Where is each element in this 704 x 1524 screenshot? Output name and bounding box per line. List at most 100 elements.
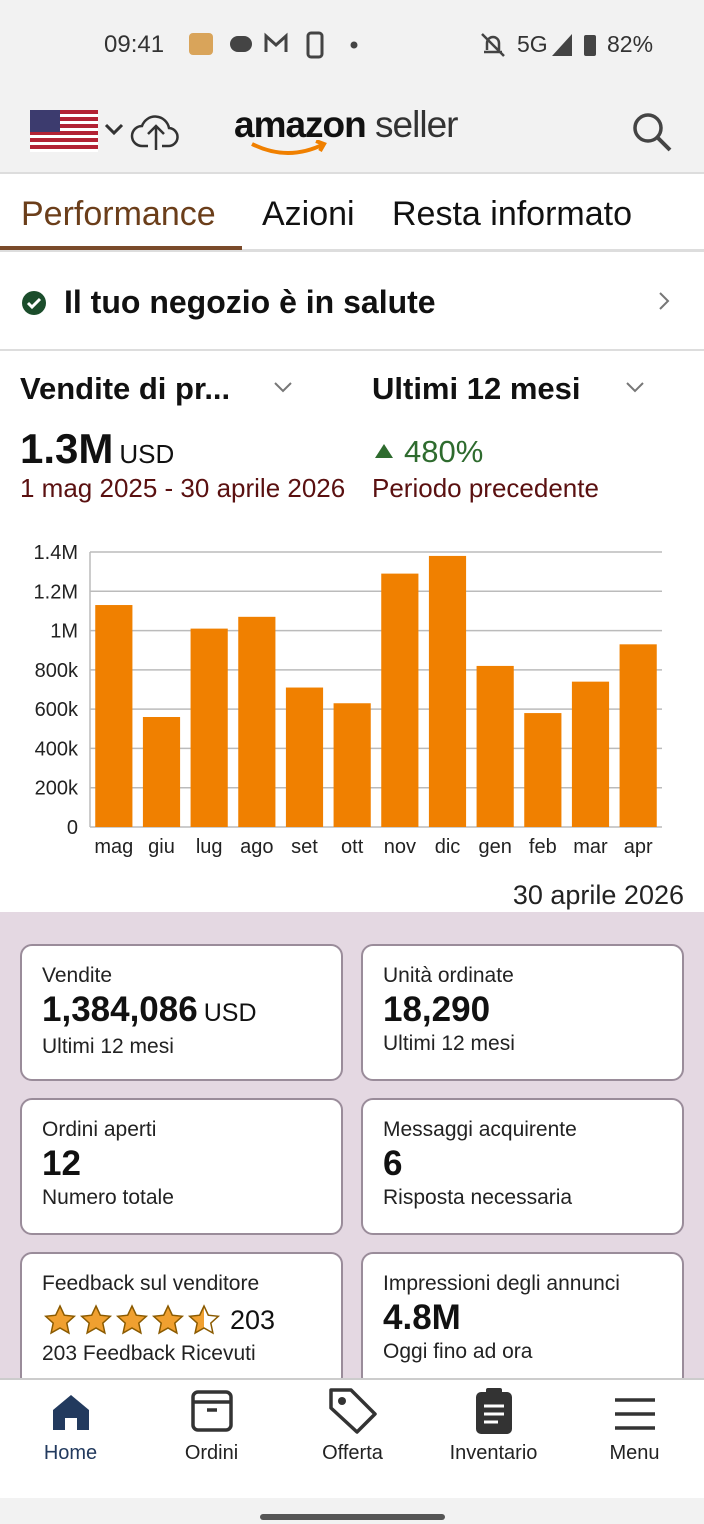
card-value: 6: [383, 1144, 403, 1183]
total-value: 1.3M USD: [20, 425, 174, 473]
logo-smile: [251, 140, 327, 155]
gesture-bar: [260, 1514, 445, 1520]
y-tick-label: 1.2M: [34, 581, 78, 603]
inventory-icon: [475, 1388, 512, 1434]
card-value-row: 18,290: [383, 990, 662, 1030]
cards-area: Vendite 1,384,086 USD Ultimi 12 mesi Unità o…: [0, 912, 704, 1389]
tab-bar: [0, 174, 704, 252]
notification-icons: [189, 31, 358, 59]
star-outline: [79, 1303, 113, 1335]
x-tick-label: ago: [240, 836, 273, 858]
date-range: 1 mag 2025 - 30 aprile 2026: [20, 473, 346, 503]
card-title: Vendite: [42, 964, 113, 987]
period-dropdown[interactable]: Ultimi 12 mesi: [372, 371, 581, 406]
x-tick-label: mar: [573, 836, 608, 858]
tab[interactable]: Resta informato: [392, 195, 632, 233]
bar: [428, 555, 467, 827]
star-fill: [189, 1305, 204, 1333]
x-tick-label: feb: [529, 836, 557, 858]
card-value: 12: [42, 1144, 81, 1183]
tab[interactable]: Azioni: [262, 195, 355, 233]
star: [43, 1303, 77, 1335]
nav-label: Inventario: [449, 1442, 538, 1464]
tag-icon: [328, 1388, 377, 1434]
card-value-row: 12: [42, 1144, 321, 1184]
network: 5G: [517, 31, 548, 57]
card-title: Unità ordinate: [383, 964, 514, 987]
value: 1.3M: [20, 425, 114, 472]
nav-label: Ordini: [184, 1442, 239, 1464]
nav-orders[interactable]: Ordini: [141, 1378, 282, 1498]
up-arrow: [375, 444, 393, 458]
bar: [238, 616, 276, 827]
gesture-area: [0, 1498, 704, 1524]
nav-label: Home: [43, 1442, 98, 1464]
menu-icon: [614, 1398, 655, 1430]
star: [79, 1303, 113, 1335]
star: [187, 1303, 221, 1335]
card-subtitle: Oggi fino ad ora: [383, 1340, 533, 1363]
home-icon: [52, 1395, 89, 1430]
orders-icon: [190, 1390, 233, 1432]
star-outline: [151, 1303, 185, 1335]
chart: 0 200k 400k 600k 800k 1M 1.2M 1.4M mag giu lug ago s…: [34, 542, 662, 858]
bottom-nav: [0, 1378, 704, 1498]
x-tick-label: nov: [384, 836, 416, 858]
signal-icons: [481, 33, 505, 57]
metric-card[interactable]: Feedback sul venditore 203 203 Feedback Ri…: [20, 1252, 343, 1389]
header: [0, 90, 704, 174]
x-tick-label: ott: [341, 836, 364, 858]
nav-offer[interactable]: Offerta: [282, 1378, 423, 1498]
card-subtitle: Ultimi 12 mesi: [42, 1035, 174, 1058]
metric-card[interactable]: Unità ordinate 18,290 Ultimi 12 mesi: [361, 944, 684, 1081]
x-tick-label: dic: [435, 836, 461, 858]
bar: [285, 687, 324, 827]
nav-inventory[interactable]: Inventario: [423, 1378, 564, 1498]
bar: [524, 713, 562, 827]
card-value-row: 1,384,086 USD: [42, 990, 321, 1033]
tab-indicator: [0, 246, 242, 250]
logo: amazon seller: [234, 104, 458, 146]
metric-card[interactable]: Ordini aperti 12 Numero totale: [20, 1098, 343, 1235]
bar: [571, 681, 610, 827]
star-shape: [189, 1305, 204, 1333]
search-button[interactable]: [630, 110, 674, 154]
star-outline: [43, 1303, 77, 1335]
y-tick-label: 0: [67, 817, 78, 839]
nav-label: Offerta: [322, 1442, 383, 1464]
y-tick-label: 800k: [35, 660, 79, 682]
battery: 82%: [607, 31, 654, 57]
chevron: [659, 292, 670, 310]
metric-card[interactable]: Messaggi acquirente 6 Risposta necessaria: [361, 1098, 684, 1235]
health-status[interactable]: Il tuo negozio è in salute: [64, 284, 436, 320]
metric-card[interactable]: Impressioni degli annunci 4.8M Oggi fino a…: [361, 1252, 684, 1389]
bar: [381, 573, 419, 827]
card-title: Impressioni degli annunci: [383, 1272, 620, 1295]
y-tick-label: 1M: [50, 621, 78, 643]
star-outline: [187, 1303, 221, 1335]
x-tick-label: giu: [148, 836, 175, 858]
nav-menu[interactable]: Menu: [564, 1378, 704, 1498]
card-subtitle: Numero totale: [42, 1186, 174, 1209]
star: [151, 1303, 185, 1335]
nav-label: Menu: [609, 1442, 660, 1464]
tab[interactable]: Performance: [21, 195, 216, 233]
metric-dropdown[interactable]: Vendite di pr...: [20, 371, 231, 406]
nav-home[interactable]: Home: [0, 1378, 141, 1498]
star-outline: [115, 1303, 149, 1335]
card-value: 4.8M: [383, 1298, 461, 1337]
health-icon: [22, 291, 46, 315]
divider: [0, 349, 704, 351]
bar: [142, 717, 181, 827]
x-tick-label: mag: [94, 836, 133, 858]
bar: [95, 605, 133, 827]
star: [115, 1303, 149, 1335]
metric-card[interactable]: Vendite 1,384,086 USD Ultimi 12 mesi: [20, 944, 343, 1081]
card-title: Ordini aperti: [42, 1118, 157, 1141]
dropdown-arrow: [626, 382, 644, 393]
comparison: Periodo precedente: [372, 473, 599, 503]
dropdown-arrow: [274, 382, 292, 393]
currency: USD: [119, 439, 175, 469]
y-tick-label: 600k: [35, 699, 79, 721]
flag-selector[interactable]: [30, 110, 190, 156]
